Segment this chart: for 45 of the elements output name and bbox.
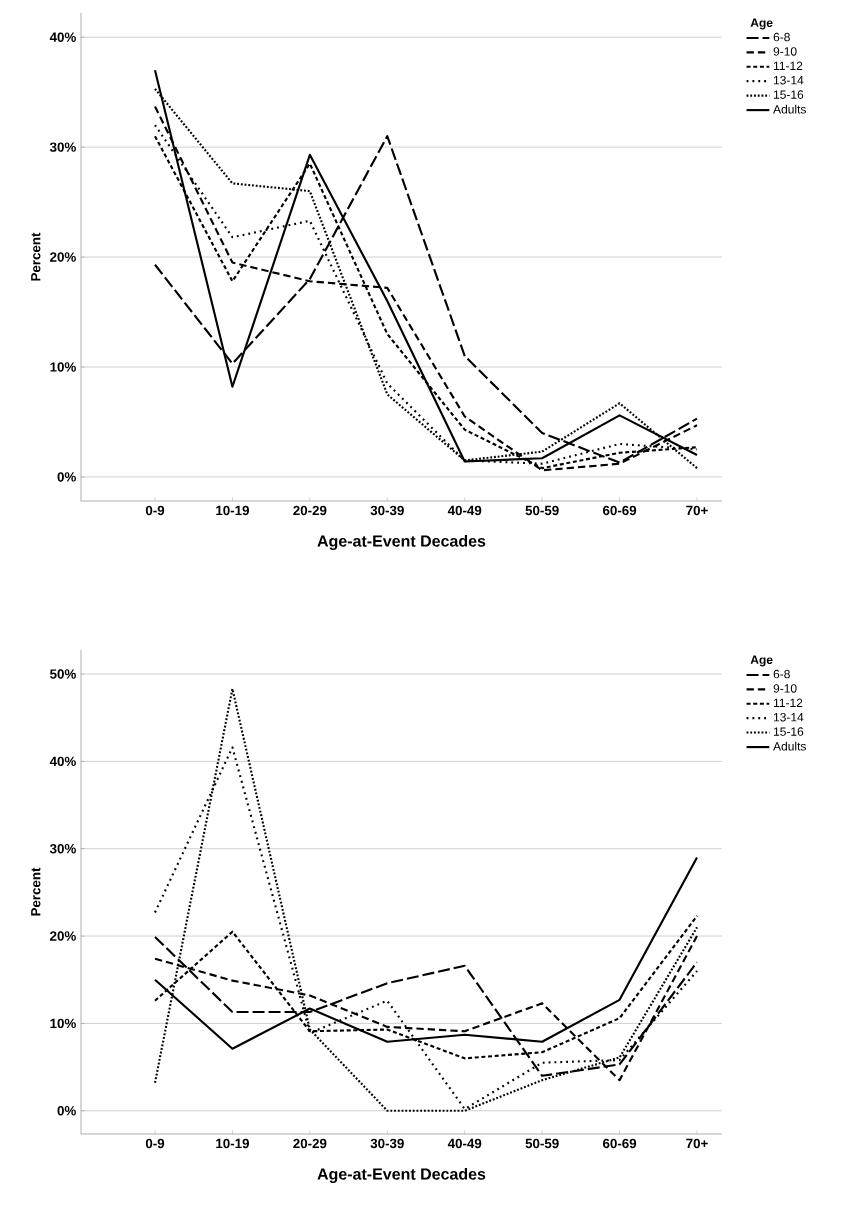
legend-label: 15-16 — [773, 727, 804, 736]
x-tick-label: 60-69 — [603, 505, 637, 516]
legend-label: 9-10 — [773, 47, 797, 56]
legend-label: 13-14 — [773, 712, 804, 722]
legend-title: Age — [750, 18, 773, 30]
y-tick-label: 40% — [49, 32, 76, 42]
x-tick-label: 0-9 — [145, 505, 165, 516]
y-tick-label: 30% — [49, 843, 76, 854]
x-axis-title: Age-at-Event Decades — [317, 1167, 486, 1183]
x-tick-label: 50-59 — [525, 1138, 559, 1149]
legend-label: 13-14 — [773, 75, 804, 85]
x-tick-label: 40-49 — [447, 505, 482, 516]
y-axis-title: Percent — [31, 867, 41, 916]
x-tick-label: 20-29 — [293, 505, 327, 516]
legend-label: 11-12 — [773, 698, 803, 707]
y-tick-label: 20% — [50, 252, 76, 262]
x-tick-label: 50-59 — [525, 505, 559, 516]
legend-label: Adults — [773, 741, 806, 751]
y-tick-label: 20% — [50, 931, 76, 941]
x-tick-label: 30-39 — [370, 505, 404, 516]
legend-label: 6-8 — [773, 669, 790, 679]
x-tick-label: 70+ — [686, 505, 708, 516]
y-tick-label: 0% — [57, 1106, 76, 1116]
legend-label: 15-16 — [773, 90, 804, 99]
x-tick-label: 10-19 — [216, 1138, 249, 1149]
y-tick-label: 10% — [50, 1018, 76, 1029]
y-axis-title: Percent — [31, 232, 41, 281]
legend-label: 9-10 — [773, 684, 797, 693]
legend-label: Adults — [773, 104, 806, 114]
y-tick-label: 10% — [50, 362, 76, 372]
x-tick-label: 60-69 — [603, 1138, 637, 1149]
x-tick-label: 10-19 — [216, 505, 249, 516]
x-tick-label: 70+ — [686, 1138, 708, 1149]
y-tick-label: 0% — [57, 472, 76, 482]
legend-title: Age — [750, 655, 773, 667]
x-tick-label: 40-49 — [447, 1138, 482, 1149]
x-tick-label: 0-9 — [145, 1138, 165, 1149]
x-tick-label: 20-29 — [293, 1138, 327, 1149]
y-tick-label: 40% — [49, 756, 76, 767]
y-tick-label: 50% — [50, 669, 76, 679]
y-tick-label: 30% — [49, 142, 76, 152]
legend-label: 6-8 — [773, 32, 790, 42]
x-tick-label: 30-39 — [370, 1138, 404, 1149]
x-axis-title: Age-at-Event Decades — [317, 535, 486, 550]
legend-label: 11-12 — [773, 61, 803, 70]
